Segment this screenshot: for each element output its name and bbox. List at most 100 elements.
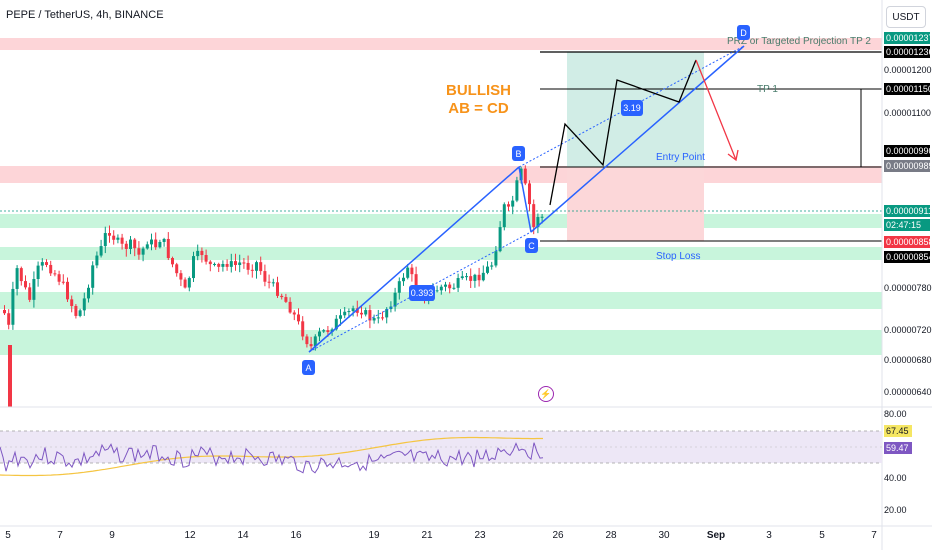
candle-body [28, 287, 32, 300]
candle-body [402, 277, 405, 282]
currency-button[interactable]: USDT [886, 6, 926, 28]
candle-body [313, 336, 317, 347]
candle-body [204, 255, 208, 262]
candle-body [78, 310, 82, 316]
candle-body [217, 263, 221, 267]
candle-body [103, 233, 107, 247]
candle-body [187, 278, 191, 288]
rsi-ma-tag: 67.45 [884, 425, 912, 437]
candle-body [45, 262, 48, 265]
candle-body [11, 288, 15, 325]
candle-body [15, 268, 19, 289]
candlestick-series [3, 165, 544, 407]
time-tick: 7 [57, 530, 63, 541]
bullish-label: BULLISH AB = CD [446, 82, 511, 118]
candle-body [435, 290, 439, 292]
candle-body [502, 204, 506, 228]
candle-body [208, 261, 212, 265]
bc-leg [518, 166, 532, 233]
candle-body [339, 315, 342, 319]
candle-body [150, 239, 153, 245]
rsi-value-tag: 59.47 [884, 442, 912, 454]
time-tick: 23 [474, 530, 486, 541]
countdown-tag: 02:47:15 [884, 219, 930, 231]
candle-body [82, 298, 86, 311]
price-tag-tp2-upper: 0.00001237 [884, 32, 930, 44]
stop-zone [567, 167, 704, 241]
candle-body [297, 314, 300, 322]
candle-body [221, 263, 225, 267]
price-tick: 0.00000780 [884, 283, 932, 293]
candle-body [360, 312, 363, 315]
price-tick: 0.00000640 [884, 387, 932, 397]
candle-body [343, 311, 347, 316]
candle-body [532, 204, 536, 227]
candle-body [284, 297, 288, 302]
point-b-marker[interactable]: B [512, 146, 525, 161]
candle-body [473, 274, 477, 281]
candle-body [145, 244, 149, 249]
ab-ratio-badge[interactable]: 0.393 [409, 285, 435, 301]
candle-body [234, 261, 237, 265]
symbol-title[interactable]: PEPE / TetherUS, 4h, BINANCE [6, 9, 164, 21]
candle-body [540, 216, 544, 218]
cd-leg [530, 45, 745, 233]
candle-body [368, 310, 372, 321]
candle-body [112, 235, 116, 240]
candle-body [494, 251, 498, 266]
time-tick: 5 [819, 530, 825, 541]
candle-body [393, 292, 397, 307]
candle-body [19, 268, 23, 282]
candle-body [490, 265, 494, 267]
price-tick: 0.00000680 [884, 355, 932, 365]
price-tag-tp2: 0.00001236 [884, 46, 930, 58]
candle-body [372, 318, 376, 321]
bolt-icon[interactable]: ⚡ [538, 386, 554, 402]
candle-body [7, 313, 11, 325]
point-d-marker[interactable]: D [737, 25, 750, 40]
candle-body [267, 281, 271, 283]
resistance-zone-entry [0, 166, 882, 183]
candle-body [465, 276, 468, 278]
candle-body [133, 239, 137, 249]
reversal-arrow-head [727, 149, 739, 162]
candle-body [213, 263, 216, 265]
candle-body [292, 312, 296, 315]
candle-body [460, 276, 464, 279]
price-tag-stop: 0.00000854 [884, 251, 930, 263]
current-price-tag: 0.00000911 [884, 205, 930, 217]
candle-body [477, 274, 481, 281]
point-a-marker[interactable]: A [302, 360, 315, 375]
candle-body [87, 287, 90, 299]
candle-body [381, 317, 384, 319]
candle-body [334, 318, 338, 330]
candle-body [196, 250, 200, 257]
time-tick: 5 [5, 530, 11, 541]
time-tick: 26 [552, 530, 564, 541]
candle-body [8, 345, 12, 407]
point-c-marker[interactable]: C [525, 238, 538, 253]
support-zone-2 [0, 247, 882, 260]
time-tick: 7 [871, 530, 877, 541]
cd-ratio-badge[interactable]: 3.19 [621, 100, 643, 116]
candle-body [515, 180, 519, 201]
candle-body [49, 264, 53, 274]
bullish-text: BULLISH [446, 82, 511, 99]
candle-body [511, 200, 515, 207]
candle-body [498, 227, 502, 252]
candle-body [229, 261, 233, 267]
candle-body [414, 274, 418, 291]
candle-body [301, 321, 305, 337]
candle-body [452, 287, 456, 289]
rsi-tick: 80.00 [884, 409, 907, 419]
candle-body [70, 299, 74, 306]
time-tick: 21 [421, 530, 433, 541]
candle-body [255, 262, 258, 271]
price-tick: 0.00000720 [884, 325, 932, 335]
time-tick: 16 [290, 530, 302, 541]
reversal-arrow [695, 59, 737, 161]
candle-body [305, 336, 309, 345]
price-tick: 0.00001100 [884, 108, 931, 118]
candle-body [74, 305, 78, 316]
